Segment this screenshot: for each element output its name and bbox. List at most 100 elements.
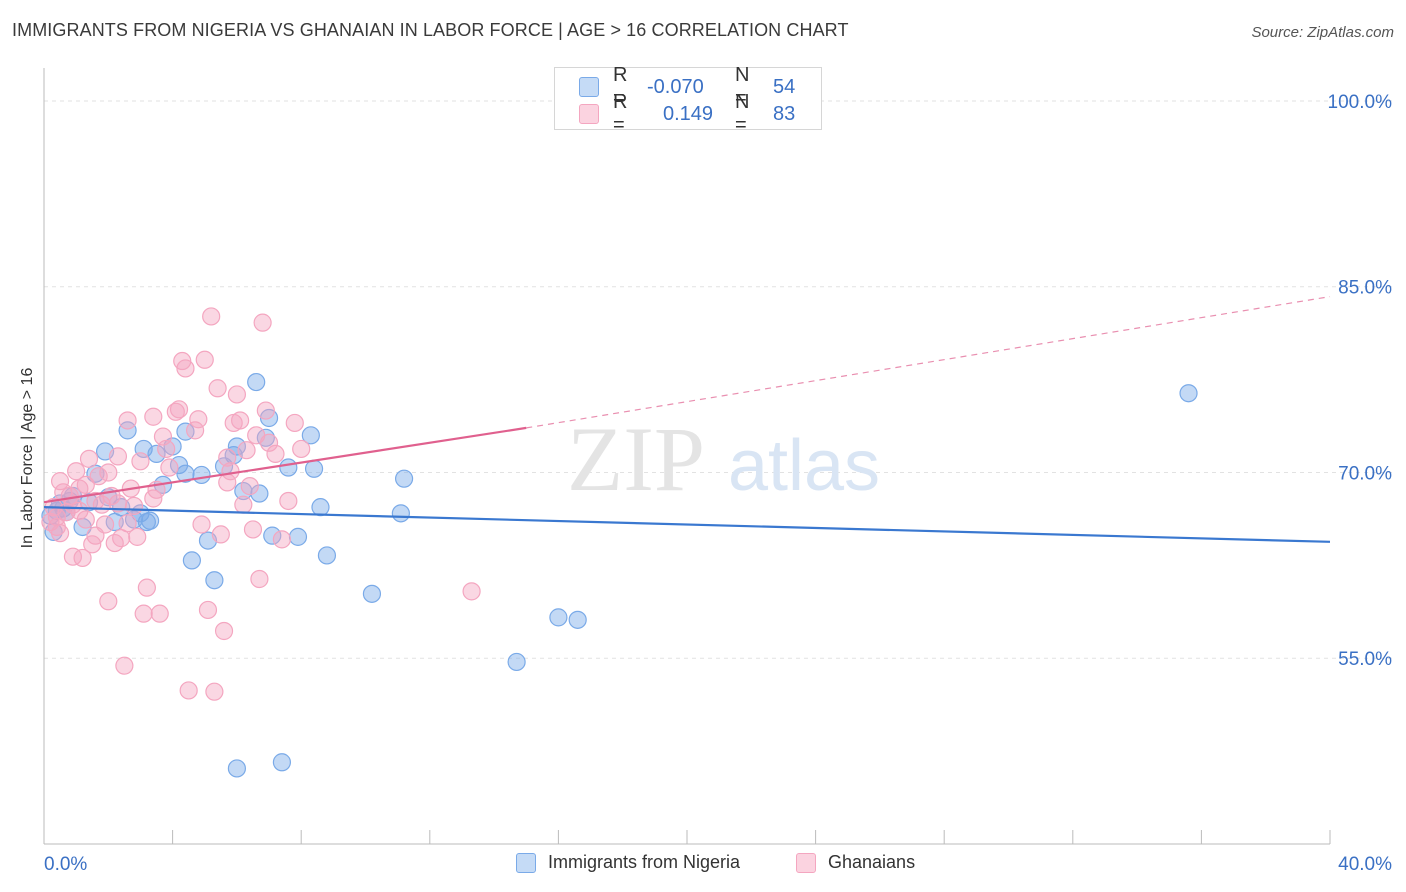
point-nigeria	[394, 469, 414, 488]
point-ghanaians	[76, 475, 95, 494]
stats-legend: R = -0.070 N = 54 R = 0.149 N = 83	[554, 64, 822, 136]
trend-line-ghanaians-extrapolated	[526, 296, 1331, 429]
point-ghanaians	[137, 578, 156, 597]
point-nigeria	[279, 458, 298, 477]
point-nigeria	[250, 484, 269, 503]
gridlines	[44, 100, 1394, 659]
watermark: ZIP atlas	[567, 408, 880, 510]
point-nigeria	[1179, 384, 1198, 403]
point-ghanaians	[208, 379, 227, 398]
point-ghanaians	[186, 421, 205, 440]
point-ghanaians	[144, 407, 163, 426]
point-ghanaians	[63, 547, 83, 566]
point-ghanaians	[234, 495, 253, 514]
point-ghanaians	[160, 458, 179, 477]
point-ghanaians	[70, 501, 89, 520]
point-ghanaians	[118, 411, 137, 430]
point-ghanaians	[227, 385, 246, 404]
point-ghanaians	[256, 401, 275, 420]
point-ghanaians	[79, 449, 99, 468]
legend-swatch-ghanaians	[796, 852, 816, 873]
point-nigeria	[176, 422, 195, 441]
point-ghanaians	[166, 402, 185, 421]
trend-lines	[43, 296, 1331, 543]
point-nigeria	[549, 608, 568, 627]
point-ghanaians	[250, 569, 269, 589]
data-points	[41, 307, 1198, 778]
legend-swatch-nigeria	[516, 852, 536, 873]
point-nigeria	[272, 753, 292, 772]
point-ghanaians	[89, 467, 108, 486]
r-label: R =	[613, 64, 628, 109]
point-ghanaians	[108, 447, 128, 466]
point-ghanaians	[157, 439, 176, 459]
point-nigeria	[301, 426, 320, 445]
point-nigeria	[205, 571, 224, 590]
point-ghanaians	[279, 491, 298, 511]
point-ghanaians	[198, 600, 218, 620]
point-ghanaians	[292, 439, 311, 459]
point-nigeria	[507, 652, 526, 672]
legend-item-nigeria: Immigrants from Nigeria	[516, 852, 740, 873]
point-nigeria	[192, 465, 211, 485]
point-ghanaians	[47, 517, 66, 537]
point-nigeria	[140, 511, 160, 530]
n-label: N =	[735, 64, 750, 109]
point-nigeria	[118, 421, 137, 440]
point-nigeria	[44, 522, 63, 542]
axes	[43, 68, 1331, 845]
swatch-ghanaians	[579, 104, 599, 124]
point-ghanaians	[73, 548, 92, 568]
point-ghanaians	[118, 514, 137, 533]
n-value: 83	[773, 102, 796, 125]
legend-item-ghanaians: Ghanaians	[796, 852, 915, 873]
point-ghanaians	[272, 530, 292, 549]
trend-line-ghanaians	[43, 426, 527, 504]
n-label: N =	[735, 91, 750, 136]
x-tick-label-max: 40.0%	[1338, 854, 1392, 875]
point-ghanaians	[179, 681, 198, 700]
point-nigeria	[263, 526, 282, 545]
point-ghanaians	[176, 359, 195, 378]
point-ghanaians	[195, 350, 214, 369]
tick-labels: 55.0% 70.0% 85.0% 100.0% 0.0% 40.0%	[44, 92, 1392, 875]
point-nigeria	[288, 527, 308, 546]
point-ghanaians	[218, 448, 237, 467]
watermark-atlas: atlas	[728, 426, 880, 506]
series-legend: Immigrants from Nigeria Ghanaians	[0, 852, 1406, 876]
point-ghanaians	[99, 592, 118, 611]
source-label: Source: ZipAtlas.com	[1251, 24, 1394, 41]
point-ghanaians	[237, 441, 256, 460]
point-ghanaians	[285, 413, 304, 433]
point-ghanaians	[169, 400, 189, 419]
legend-label-nigeria: Immigrants from Nigeria	[548, 852, 741, 872]
point-ghanaians	[150, 604, 169, 623]
point-ghanaians	[108, 494, 128, 513]
point-nigeria	[227, 759, 246, 778]
point-nigeria	[568, 610, 587, 629]
point-ghanaians	[240, 477, 259, 496]
n-value: 54	[773, 75, 796, 98]
point-nigeria	[176, 464, 195, 483]
point-ghanaians	[462, 582, 481, 601]
y-tick-label: 70.0%	[1338, 463, 1392, 484]
r-value: -0.070	[647, 75, 704, 98]
y-tick-label: 85.0%	[1338, 278, 1392, 299]
point-ghanaians	[189, 410, 208, 429]
y-tick-label: 55.0%	[1338, 649, 1392, 670]
watermark-zip: ZIP	[567, 408, 705, 510]
point-nigeria	[311, 498, 330, 517]
point-ghanaians	[253, 313, 272, 332]
point-ghanaians	[67, 462, 86, 481]
r-value: 0.149	[663, 102, 714, 125]
legend-label-ghanaians: Ghanaians	[828, 852, 916, 872]
point-ghanaians	[99, 463, 118, 482]
point-ghanaians	[115, 656, 134, 675]
point-ghanaians	[243, 520, 263, 539]
point-ghanaians	[192, 515, 211, 534]
point-nigeria	[391, 504, 410, 523]
point-ghanaians	[134, 604, 153, 623]
point-ghanaians	[50, 472, 70, 491]
point-nigeria	[247, 372, 266, 392]
